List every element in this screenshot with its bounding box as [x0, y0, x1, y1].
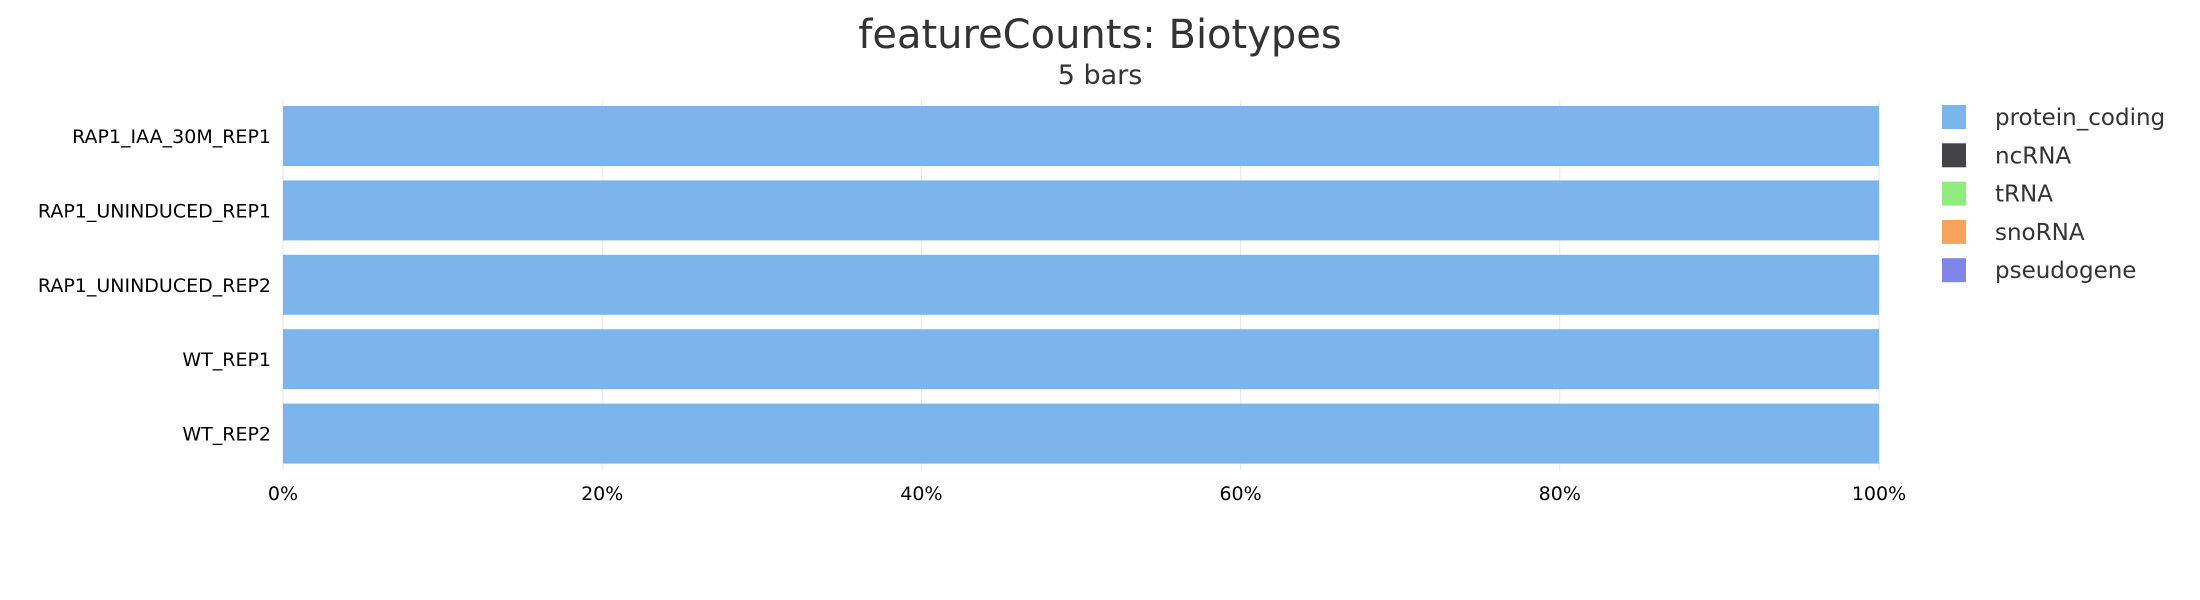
x-tick-label: 100% — [1852, 483, 1906, 505]
x-axis-ticks: 0% 20% 40% 60% 80% 100% — [268, 483, 1906, 505]
x-tick-label: 40% — [900, 483, 942, 505]
bar-segment-protein-coding[interactable] — [283, 106, 1879, 166]
legend-swatch[interactable] — [1942, 258, 1966, 283]
bar-segment-protein-coding[interactable] — [283, 180, 1879, 241]
category-label: RAP1_UNINDUCED_REP1 — [38, 200, 271, 222]
chart-title: featureCounts: Biotypes — [858, 12, 1341, 58]
legend-swatch[interactable] — [1942, 143, 1966, 168]
x-tick-label: 80% — [1539, 483, 1581, 505]
legend: protein_coding ncRNA tRNA snoRNA pseudogene — [1942, 105, 2165, 284]
legend-swatch[interactable] — [1942, 181, 1966, 206]
legend-swatch[interactable] — [1942, 105, 1966, 129]
bar-segment-protein-coding[interactable] — [283, 403, 1879, 464]
bars — [283, 106, 1879, 464]
chart-subtitle: 5 bars — [1058, 60, 1143, 91]
legend-label[interactable]: snoRNA — [1995, 220, 2085, 246]
category-label: RAP1_UNINDUCED_REP2 — [38, 275, 271, 297]
category-label: WT_REP2 — [182, 424, 271, 446]
x-tick-label: 60% — [1219, 483, 1261, 505]
category-label: WT_REP1 — [182, 349, 271, 371]
legend-label[interactable]: protein_coding — [1995, 105, 2165, 131]
bar-segment-protein-coding[interactable] — [283, 329, 1879, 390]
category-labels: RAP1_IAA_30M_REP1 RAP1_UNINDUCED_REP1 RAP1… — [38, 126, 271, 446]
bar-segment-protein-coding[interactable] — [283, 254, 1879, 315]
legend-swatch[interactable] — [1942, 219, 1966, 244]
legend-label[interactable]: pseudogene — [1995, 258, 2136, 284]
category-label: RAP1_IAA_30M_REP1 — [72, 126, 271, 148]
x-tick-label: 20% — [581, 483, 623, 505]
x-tick-label: 0% — [268, 483, 298, 505]
legend-label[interactable]: ncRNA — [1995, 143, 2071, 169]
legend-label[interactable]: tRNA — [1995, 182, 2053, 208]
